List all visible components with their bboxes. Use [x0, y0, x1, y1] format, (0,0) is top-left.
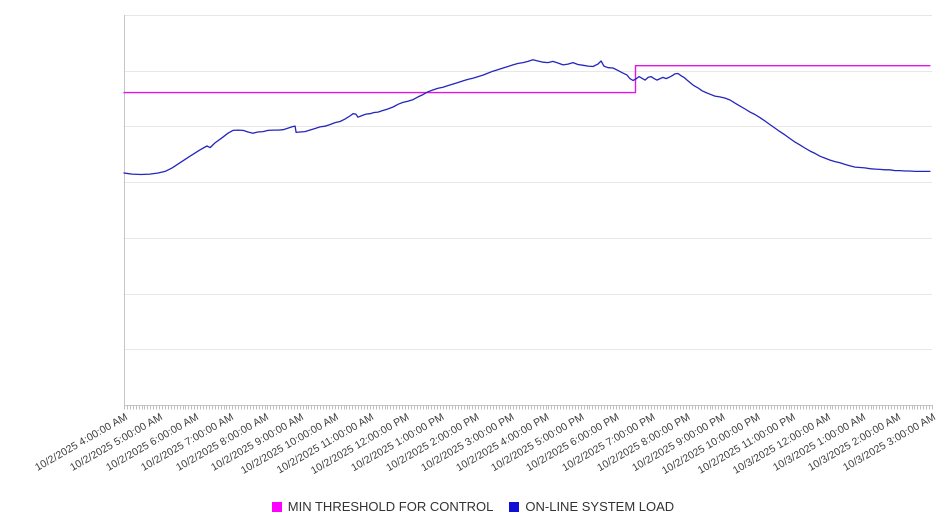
legend-label-system-load: ON-LINE SYSTEM LOAD [525, 499, 675, 514]
series-system-load-line [123, 59, 931, 176]
legend-swatch-min-threshold-icon [271, 501, 282, 512]
series-min-threshold-line [123, 64, 931, 94]
legend: MIN THRESHOLD FOR CONTROL ON-LINE SYSTEM… [0, 499, 946, 514]
plot-area [123, 15, 933, 410]
legend-label-min-threshold: MIN THRESHOLD FOR CONTROL [287, 499, 494, 514]
legend-swatch-system-load-icon [509, 501, 520, 512]
legend-item-min-threshold[interactable]: MIN THRESHOLD FOR CONTROL [271, 499, 494, 514]
legend-item-system-load[interactable]: ON-LINE SYSTEM LOAD [509, 499, 674, 514]
